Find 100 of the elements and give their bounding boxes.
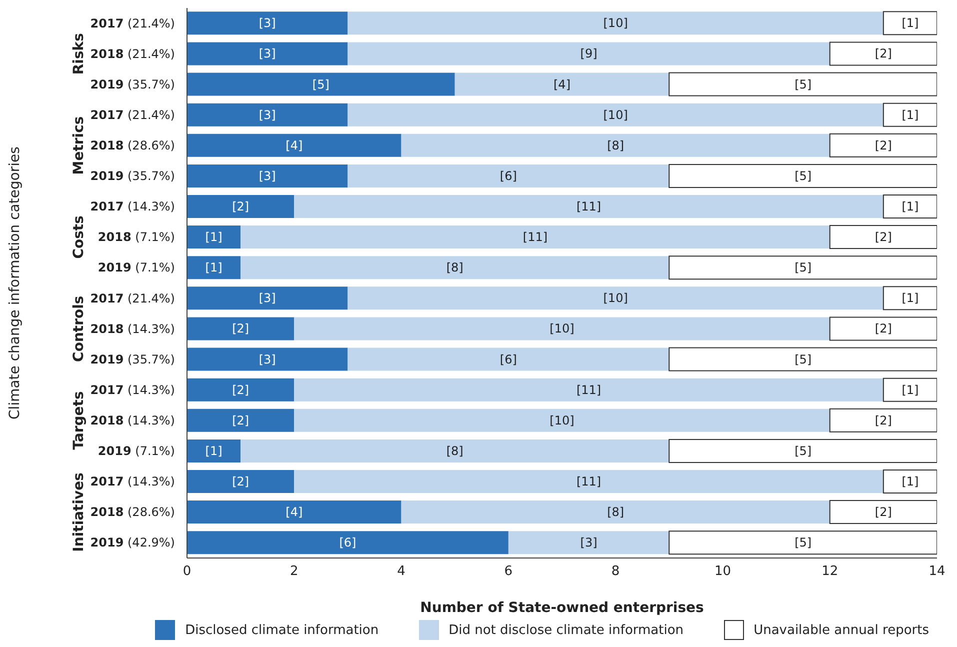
- y-tick-label: 2018 (28.6%): [90, 505, 175, 520]
- bar: [348, 348, 670, 371]
- bar: [187, 408, 294, 432]
- bar: [294, 317, 830, 340]
- text: Risks: [71, 33, 87, 75]
- y-tick-label: 2017 (14.3%): [90, 382, 175, 397]
- data-label: [10]: [603, 16, 628, 30]
- y-tick-label: 2019 (42.9%): [90, 536, 175, 550]
- y-tick-label: 2017 (14.3%): [90, 200, 175, 214]
- bar: [187, 470, 294, 493]
- data-label: [2]: [874, 413, 892, 428]
- y-tick-label: 2019 (35.7%): [90, 169, 175, 184]
- data-label: [10]: [550, 413, 574, 428]
- x-tick-label: 8: [611, 564, 620, 580]
- data-label: [2]: [232, 200, 250, 214]
- bar: [348, 164, 670, 188]
- data-label: [6]: [339, 536, 356, 550]
- data-label: [1]: [902, 291, 919, 306]
- bar: [187, 439, 241, 462]
- bar: [668, 438, 937, 463]
- y-tick-label: 2019 (35.7%): [90, 352, 175, 366]
- data-label: [3]: [580, 536, 598, 550]
- data-label: [3]: [258, 16, 276, 30]
- bar: [668, 164, 937, 188]
- bar: [187, 378, 294, 402]
- bar: [348, 12, 884, 35]
- data-label: [5]: [794, 260, 812, 275]
- data-label: [5]: [794, 444, 812, 458]
- data-label: [1]: [902, 108, 919, 122]
- y-tick-label: 2017 (21.4%): [90, 108, 175, 122]
- data-label: [8]: [607, 505, 624, 520]
- data-label: [1]: [902, 474, 919, 488]
- data-label: [10]: [550, 322, 574, 336]
- data-label: [5]: [794, 536, 812, 550]
- bar: [187, 12, 348, 35]
- bar: [401, 500, 830, 524]
- bar: [187, 226, 241, 249]
- x-tick-label: 2: [290, 564, 298, 580]
- data-label: [2]: [874, 46, 892, 61]
- bar: [187, 286, 348, 310]
- text: Controls: [71, 296, 87, 362]
- bar: [348, 286, 884, 310]
- y-tick-label: 2018 (14.3%): [90, 414, 175, 428]
- y-axis-title: Climate change information categories: [6, 146, 23, 420]
- data-label: [1]: [902, 200, 919, 214]
- data-label: [1]: [902, 16, 919, 30]
- bar: [348, 42, 830, 66]
- data-label: [4]: [286, 138, 303, 152]
- data-label: [3]: [258, 291, 276, 306]
- x-tick-label: 14: [928, 564, 946, 580]
- legend-label: Disclosed climate information: [185, 622, 379, 638]
- data-label: [3]: [258, 352, 276, 366]
- text: Metrics: [71, 116, 87, 175]
- data-label: [3]: [258, 108, 276, 122]
- data-label: [2]: [232, 322, 250, 336]
- bar: [187, 317, 294, 340]
- data-label: [8]: [446, 260, 464, 275]
- x-tick-label: 10: [714, 564, 731, 580]
- text: Initiatives: [71, 472, 87, 552]
- data-label: [10]: [603, 291, 628, 306]
- data-label: [6]: [500, 352, 517, 366]
- y-tick-label: 2019 (7.1%): [98, 444, 175, 458]
- data-label: [1]: [902, 382, 919, 397]
- bar: [829, 500, 937, 524]
- data-label: [1]: [205, 260, 222, 275]
- bar: [348, 103, 884, 126]
- y-tick-label: 2018 (7.1%): [98, 230, 175, 244]
- x-tick-label: 6: [504, 564, 513, 580]
- bar: [187, 256, 241, 280]
- data-label: [6]: [500, 168, 517, 183]
- data-label: [11]: [576, 200, 602, 214]
- y-tick-label: 2019 (7.1%): [98, 260, 175, 275]
- text: Costs: [71, 216, 87, 259]
- data-label: [5]: [794, 352, 812, 366]
- bar: [882, 102, 937, 127]
- data-label: [11]: [576, 382, 602, 397]
- y-tick-label: 2018 (28.6%): [90, 138, 175, 152]
- y-tick-label: 2017 (21.4%): [90, 291, 175, 306]
- bar: [829, 133, 937, 158]
- bar: [401, 134, 830, 157]
- data-label: [11]: [576, 474, 602, 488]
- bar: [454, 72, 670, 96]
- bar: [187, 164, 348, 188]
- data-label: [2]: [232, 382, 250, 397]
- bar: [187, 348, 348, 371]
- data-label: [5]: [794, 77, 812, 92]
- bar: [294, 408, 830, 432]
- bar: [294, 470, 884, 493]
- data-label: [4]: [554, 77, 570, 92]
- bar: [187, 103, 348, 126]
- y-tick-label: 2018 (21.4%): [90, 46, 175, 61]
- data-label: [10]: [603, 108, 628, 122]
- data-label: [2]: [874, 322, 892, 336]
- bar: [882, 470, 937, 494]
- x-tick-label: 4: [397, 564, 406, 580]
- data-label: [4]: [286, 505, 303, 520]
- y-tick-label: 2018 (14.3%): [90, 322, 175, 336]
- data-label: [5]: [794, 168, 812, 183]
- bar: [829, 316, 937, 341]
- y-tick-label: 2017 (14.3%): [90, 474, 175, 489]
